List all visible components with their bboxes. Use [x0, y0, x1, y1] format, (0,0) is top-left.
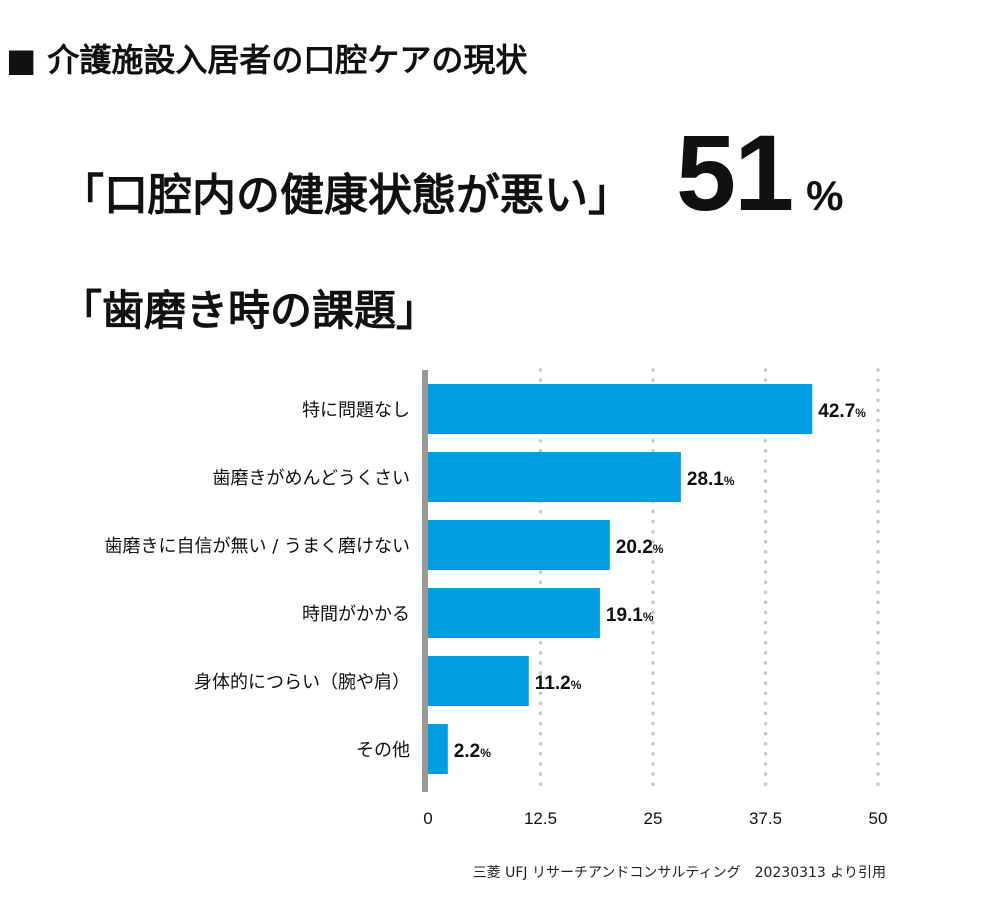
category-label: 歯磨きがめんどうくさい — [213, 468, 410, 489]
category-label: 時間がかかる — [302, 604, 410, 625]
value-label: 11.2% — [535, 673, 582, 694]
section-title: ■ 介護施設入居者の口腔ケアの現状 — [6, 41, 528, 79]
value-number: 19.1 — [606, 605, 643, 626]
value-label: 2.2% — [454, 741, 491, 762]
value-number: 28.1 — [687, 469, 724, 490]
y-axis — [422, 370, 428, 792]
category-label: 身体的につらい（腕や肩） — [194, 672, 410, 693]
value-label: 42.7% — [818, 401, 866, 422]
value-number: 20.2 — [616, 537, 653, 558]
x-tick-label: 0 — [423, 809, 432, 828]
value-unit: % — [480, 746, 491, 760]
value-label: 28.1% — [687, 469, 735, 490]
bar — [428, 384, 813, 434]
value-number: 2.2 — [454, 741, 480, 762]
bar — [428, 520, 610, 570]
bar — [428, 588, 600, 638]
headline-unit: % — [806, 172, 844, 219]
value-number: 11.2 — [535, 673, 571, 694]
x-tick-label: 25 — [644, 809, 663, 828]
value-unit: % — [653, 542, 664, 556]
value-number: 42.7 — [818, 401, 855, 422]
value-label: 20.2% — [616, 537, 664, 558]
value-label: 19.1% — [606, 605, 654, 626]
headline-value: 51 — [676, 112, 794, 233]
bar — [428, 724, 448, 774]
headline: 「口腔内の健康状態が悪い」 51 % — [60, 110, 844, 233]
bar — [428, 452, 681, 502]
value-unit: % — [724, 474, 735, 488]
chart-heading: 「歯磨き時の課題」 — [60, 286, 439, 335]
value-unit: % — [855, 406, 866, 420]
category-label: 特に問題なし — [302, 400, 410, 421]
value-unit: % — [571, 678, 582, 692]
category-label: その他 — [356, 740, 410, 761]
value-unit: % — [643, 610, 654, 624]
bar — [428, 656, 529, 706]
x-tick-label: 37.5 — [749, 809, 782, 828]
headline-label: 「口腔内の健康状態が悪い」 — [60, 170, 632, 221]
bar-chart: 0 12.5 25 37.5 50 特に問題なし 42.7% 歯磨きがめんどうくさい 28.1%… — [104, 368, 888, 828]
category-label: 歯磨きに自信が無い / うまく磨けない — [104, 536, 410, 557]
source-note: 三菱 UFJ リサーチアンドコンサルティング 20230313 より引用 — [472, 865, 886, 881]
x-tick-label: 50 — [869, 809, 888, 828]
x-tick-label: 12.5 — [524, 809, 557, 828]
